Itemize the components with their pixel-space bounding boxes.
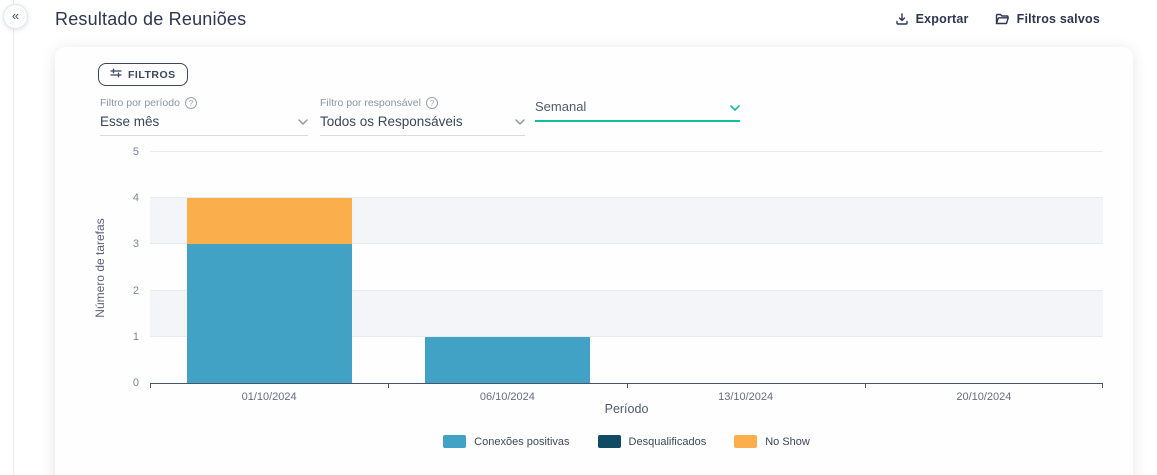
sidebar-divider [13, 0, 14, 475]
filter-responsible: Filtro por responsável Todos os Responsá… [320, 97, 525, 136]
filter-granularity: Semanal [535, 98, 740, 122]
x-axis-tick [388, 383, 390, 388]
page-title: Resultado de Reuniões [55, 9, 247, 29]
chevron-down-icon [730, 98, 740, 116]
grid-line [150, 197, 1103, 199]
legend-item[interactable]: Conexões positivas [443, 435, 570, 448]
filter-responsible-label-row: Filtro por responsável [320, 97, 525, 109]
responsible-select[interactable]: Todos os Responsáveis [320, 114, 525, 136]
period-select[interactable]: Esse mês [100, 114, 308, 136]
y-tick-label: 0 [132, 377, 139, 389]
filter-period-label-row: Filtro por período [100, 97, 308, 109]
bar-segment[interactable] [424, 336, 590, 383]
chevron-double-left-icon: « [11, 8, 20, 23]
y-axis-title: Número de tarefas [93, 218, 107, 318]
chevron-down-icon [515, 112, 525, 130]
x-tick-label: 20/10/2024 [956, 391, 1012, 403]
granularity-select[interactable]: Semanal [535, 98, 740, 122]
legend-swatch [443, 435, 467, 448]
help-icon[interactable] [425, 97, 438, 109]
x-axis-tick [864, 383, 866, 388]
export-label: Exportar [915, 12, 969, 26]
download-icon [895, 12, 909, 26]
grid-line [150, 335, 1103, 337]
legend-label: No Show [765, 435, 810, 448]
y-tick-label: 3 [132, 238, 139, 251]
legend-item[interactable]: No Show [734, 435, 810, 448]
header-actions: Exportar Filtros salvos [895, 12, 1100, 26]
x-axis-title: Período [604, 402, 649, 416]
y-tick-label: 2 [132, 284, 139, 297]
chevron-down-icon [298, 112, 308, 130]
x-axis-tick [1102, 383, 1103, 388]
responsible-select-value: Todos os Responsáveis [320, 113, 463, 129]
x-tick-label: 06/10/2024 [479, 391, 535, 403]
y-tick-label: 4 [132, 192, 139, 205]
granularity-select-value: Semanal [535, 99, 587, 114]
filter-period-label: Filtro por período [100, 97, 180, 109]
chart-legend: Conexões positivas Desqualificados No Show [150, 435, 1103, 448]
x-axis-tick [626, 383, 628, 388]
x-axis-tick [150, 383, 151, 388]
y-tick-label: 5 [132, 146, 139, 158]
sidebar-collapse-button[interactable]: « [3, 4, 28, 29]
chart-plot: 0 1 2 3 4 5 01/10/2024 06/10/2024 13/10/2024 20/1… [133, 146, 1103, 403]
grid-line [150, 151, 1103, 152]
x-tick-label: 13/10/2024 [718, 391, 774, 403]
legend-label: Conexões positivas [474, 435, 570, 448]
bar-segment[interactable] [186, 198, 352, 245]
grid-line [150, 289, 1103, 291]
saved-filters-label: Filtros salvos [1016, 12, 1100, 26]
x-tick-label: 01/10/2024 [241, 391, 297, 403]
y-tick-label: 1 [132, 330, 139, 343]
legend-swatch [597, 435, 621, 448]
sliders-icon [110, 67, 122, 82]
legend-label: Desqualificados [628, 435, 707, 448]
bar-segment[interactable] [186, 244, 352, 383]
help-icon[interactable] [184, 97, 197, 109]
filter-period: Filtro por período Esse mês [100, 97, 308, 136]
legend-swatch [734, 435, 758, 448]
filters-button-label: FILTROS [128, 68, 176, 81]
folder-icon [995, 12, 1010, 26]
saved-filters-button[interactable]: Filtros salvos [995, 12, 1100, 26]
filters-button[interactable]: FILTROS [98, 63, 188, 86]
grid-line [150, 243, 1103, 245]
period-select-value: Esse mês [100, 113, 160, 129]
report-card: FILTROS Filtro por período Esse mês Filt… [55, 47, 1133, 475]
export-button[interactable]: Exportar [895, 12, 969, 26]
filter-responsible-label: Filtro por responsável [320, 97, 421, 109]
legend-item[interactable]: Desqualificados [597, 435, 707, 448]
